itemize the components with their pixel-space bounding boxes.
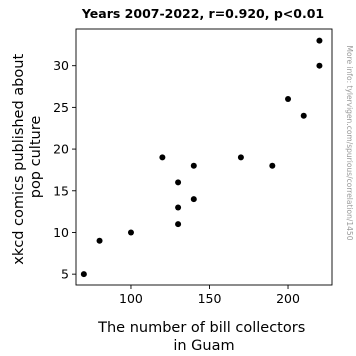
data-point — [175, 179, 182, 186]
data-point — [127, 229, 134, 236]
x-axis-label: The number of bill collectors in Guam — [97, 320, 310, 354]
y-tick-label: 5 — [61, 267, 69, 282]
watermark: More info: tylervigen.com/spurious/corre… — [345, 46, 354, 241]
data-point — [175, 204, 182, 211]
y-tick-label: 30 — [53, 58, 69, 73]
y-tick-label: 20 — [53, 142, 69, 157]
x-tick-label: 200 — [276, 291, 300, 306]
x-axis-label-line-1: The number of bill collectors — [97, 320, 305, 336]
plot-area — [75, 28, 333, 286]
data-point — [316, 62, 323, 69]
data-point — [316, 37, 323, 44]
data-point — [80, 271, 87, 278]
data-point — [269, 162, 276, 169]
y-tick-label: 15 — [53, 183, 69, 198]
y-tick-label: 10 — [53, 225, 69, 240]
chart-title: Years 2007-2022, r=0.920, p<0.01 — [81, 6, 324, 21]
data-point — [285, 96, 292, 103]
y-axis-label-line-2: pop culture — [28, 116, 44, 199]
data-points — [80, 37, 323, 278]
x-tick-label: 100 — [119, 291, 143, 306]
y-axis-label: xkcd comics published about pop culture — [11, 49, 44, 264]
data-point — [159, 154, 166, 161]
y-tick-label: 25 — [53, 100, 69, 115]
data-point — [237, 154, 244, 161]
y-axis-label-line-1: xkcd comics published about — [11, 54, 27, 265]
x-axis-label-line-2: in Guam — [173, 338, 234, 354]
data-point — [96, 237, 103, 244]
data-point — [175, 221, 182, 228]
data-point — [190, 162, 197, 169]
y-axis-ticks: 5 10 15 20 25 30 — [53, 58, 76, 282]
data-point — [300, 112, 307, 119]
data-point — [190, 196, 197, 203]
x-axis-ticks: 100 150 200 — [119, 285, 300, 306]
x-tick-label: 150 — [198, 291, 222, 306]
